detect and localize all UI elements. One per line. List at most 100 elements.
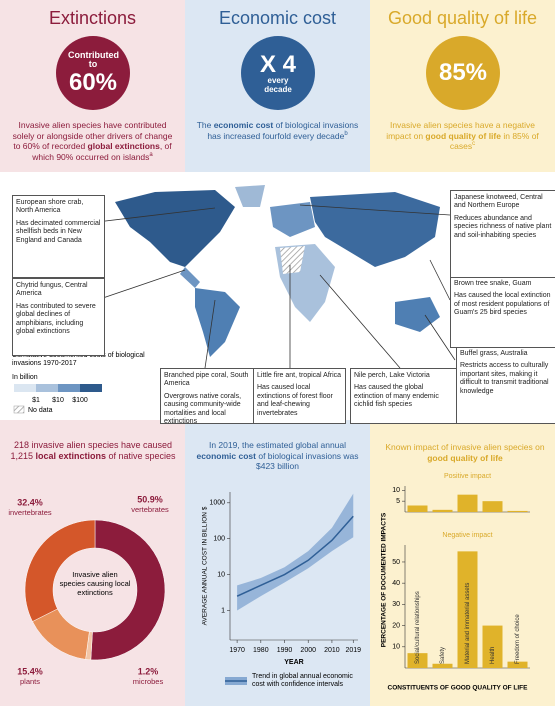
callout: Branched pipe coral, South America Overgr… <box>160 368 258 425</box>
callout-text: Has contributed to severe global decline… <box>16 302 96 335</box>
legend-label: Trend in global annual economic cost wit… <box>252 673 353 689</box>
bar <box>432 663 453 668</box>
legend-tick-label: $1 <box>32 397 40 404</box>
y-tick-label: 20 <box>392 622 400 629</box>
callout-title: Japanese knotweed, Central and Northern … <box>454 194 543 210</box>
legend-swatch <box>80 384 102 392</box>
legend-swatch <box>58 384 80 392</box>
top-panel: Economic cost X 4 every decade The economic… <box>185 0 370 172</box>
badge: X 4 every decade <box>241 36 315 110</box>
panel-text: The economic cost of biological invasion… <box>193 120 362 141</box>
leader-line <box>96 269 186 301</box>
value-label: 15.4% <box>17 666 43 676</box>
panel-text: Invasive alien species have a negative i… <box>378 120 547 152</box>
value-label: 1.2% <box>138 666 159 676</box>
y-tick-label: 10 <box>392 644 400 651</box>
text-segment: good quality of life <box>425 130 501 141</box>
panel-text: Invasive alien species have contributed … <box>8 120 177 163</box>
confidence-band <box>237 493 354 611</box>
donut-center-label: Invasive alien species causing local ext… <box>59 570 131 597</box>
north-america <box>115 190 235 267</box>
text-segment: global extinctions <box>87 141 160 152</box>
text-segment: of biological invasions was $423 billion <box>255 450 359 472</box>
badge-text: Contributed to <box>68 49 119 70</box>
badge-text: X 4 <box>259 51 297 79</box>
y-tick-label: 30 <box>392 601 400 608</box>
y-tick-label: 10 <box>392 487 400 494</box>
legend-swatch <box>36 384 58 392</box>
x-tick-label: Health <box>490 647 496 664</box>
legend-tick-label: $10 <box>52 397 64 404</box>
europe <box>270 202 315 237</box>
callout-text: Has decimated commercial shellfish beds … <box>16 219 101 244</box>
callout-title: Buffel grass, Australia <box>460 350 528 357</box>
greenland <box>235 185 265 207</box>
y-tick-label: 40 <box>392 580 400 587</box>
x-tick-label: 1980 <box>253 647 269 654</box>
callout-title: European shore crab, North America <box>16 199 84 215</box>
category-label: microbes <box>133 677 164 686</box>
value-label: 32.4% <box>17 497 43 507</box>
bar <box>482 625 503 668</box>
chart-title: Known impact of invasive alien species o… <box>380 442 550 463</box>
category-label: plants <box>20 677 40 686</box>
y-axis-label: PERCENTAGE OF DOCUMENTED IMPACTS <box>381 512 388 647</box>
text-segment: , of which 90% occurred on islands <box>32 141 172 162</box>
bar <box>507 661 528 668</box>
leader-line <box>299 204 451 216</box>
central-america <box>180 267 200 288</box>
subplot-title: Positive impact <box>444 473 491 480</box>
text-segment: 218 invasive alien species have caused 1… <box>10 440 173 462</box>
asia <box>310 192 440 267</box>
callout-text: Restricts access to culturally important… <box>460 362 549 395</box>
callout-text: Reduces abundance and species richness o… <box>454 214 552 239</box>
text-segment: good quality of life <box>427 452 503 463</box>
callout-text: Has caused the global extinction of many… <box>354 384 439 409</box>
text-segment: local extinctions <box>35 451 106 462</box>
text-segment: economic cost <box>213 120 274 130</box>
bar <box>432 509 453 512</box>
y-tick-label: 100 <box>213 536 225 543</box>
bar <box>407 505 428 512</box>
callout: Brown tree snake, Guam Has caused the loc… <box>450 276 555 348</box>
y-tick-label: 10 <box>217 571 225 578</box>
text-segment: In 2019, the estimated global annual <box>208 440 347 450</box>
callout: European shore crab, North America Has de… <box>12 195 105 278</box>
top-panel: Extinctions Contributed to 60% Invasive ali… <box>0 0 185 172</box>
text-segment: of biological invasions has increased fo… <box>207 120 359 141</box>
panel-title: Economic cost <box>218 8 337 28</box>
callout-text: Has caused the local extinction of most … <box>454 292 551 317</box>
leader-line <box>429 259 451 301</box>
leader-lines <box>96 204 456 369</box>
legend-unit: In billion <box>12 374 38 381</box>
leader-line <box>319 274 401 369</box>
leader-line <box>424 314 456 361</box>
text-segment: Known impact of invasive alien species o… <box>385 442 545 452</box>
x-tick-label: 2019 <box>345 647 361 654</box>
world-map <box>115 185 440 357</box>
callout-title: Brown tree snake, Guam <box>454 280 532 287</box>
legend-no-data-label: No data <box>28 407 53 414</box>
category-label: invertebrates <box>8 508 52 517</box>
y-tick-label: 1 <box>221 607 225 614</box>
callout: Japanese knotweed, Central and Northern … <box>450 190 555 278</box>
callout: Chytrid fungus, Central America Has contr… <box>12 278 105 356</box>
chart-title: In 2019, the estimated global annual eco… <box>195 440 360 472</box>
x-tick-label: 2000 <box>300 647 316 654</box>
bar <box>407 653 428 668</box>
callout-title: Nile perch, Lake Victoria <box>354 372 430 379</box>
top-panel: Good quality of life 85% Invasive alien sp… <box>370 0 555 172</box>
donut-segment <box>24 519 96 622</box>
callout: Little fire ant, tropical Africa Has caus… <box>253 368 346 424</box>
bar <box>507 510 528 512</box>
y-axis-label: AVERAGE ANNUAL COST IN BILLION $ <box>202 506 209 625</box>
callout-title: Branched pipe coral, South America <box>164 372 249 388</box>
subplot-title: Negative impact <box>442 532 492 539</box>
callout-text: Has caused local extinctions of forest f… <box>257 384 333 417</box>
badge-text: 85% <box>438 59 488 87</box>
text-segment: Invasive alien species have a negative i… <box>386 120 536 141</box>
trend-line <box>236 515 354 597</box>
panel-title: Good quality of life <box>387 8 538 28</box>
